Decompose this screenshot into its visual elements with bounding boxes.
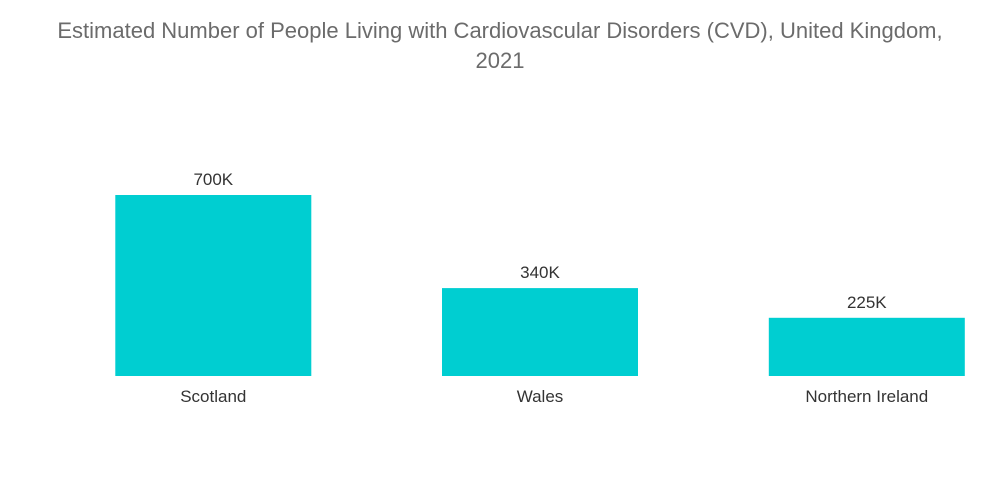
category-label-wales: Wales (517, 387, 564, 406)
value-label-scotland: 700K (193, 170, 233, 189)
chart-title: Estimated Number of People Living with C… (57, 18, 943, 73)
bar-scotland (115, 195, 312, 376)
value-label-wales: 340K (520, 263, 560, 282)
bar-northern-ireland (768, 317, 965, 376)
bar-wales (442, 288, 638, 376)
category-labels-group: Scotland Wales Northern Ireland (180, 387, 928, 406)
value-labels-group: 700K 340K 225K (193, 170, 887, 312)
bars-group (115, 195, 965, 376)
category-label-northern-ireland: Northern Ireland (805, 387, 928, 406)
category-label-scotland: Scotland (180, 387, 246, 406)
value-label-northern-ireland: 225K (847, 293, 887, 312)
